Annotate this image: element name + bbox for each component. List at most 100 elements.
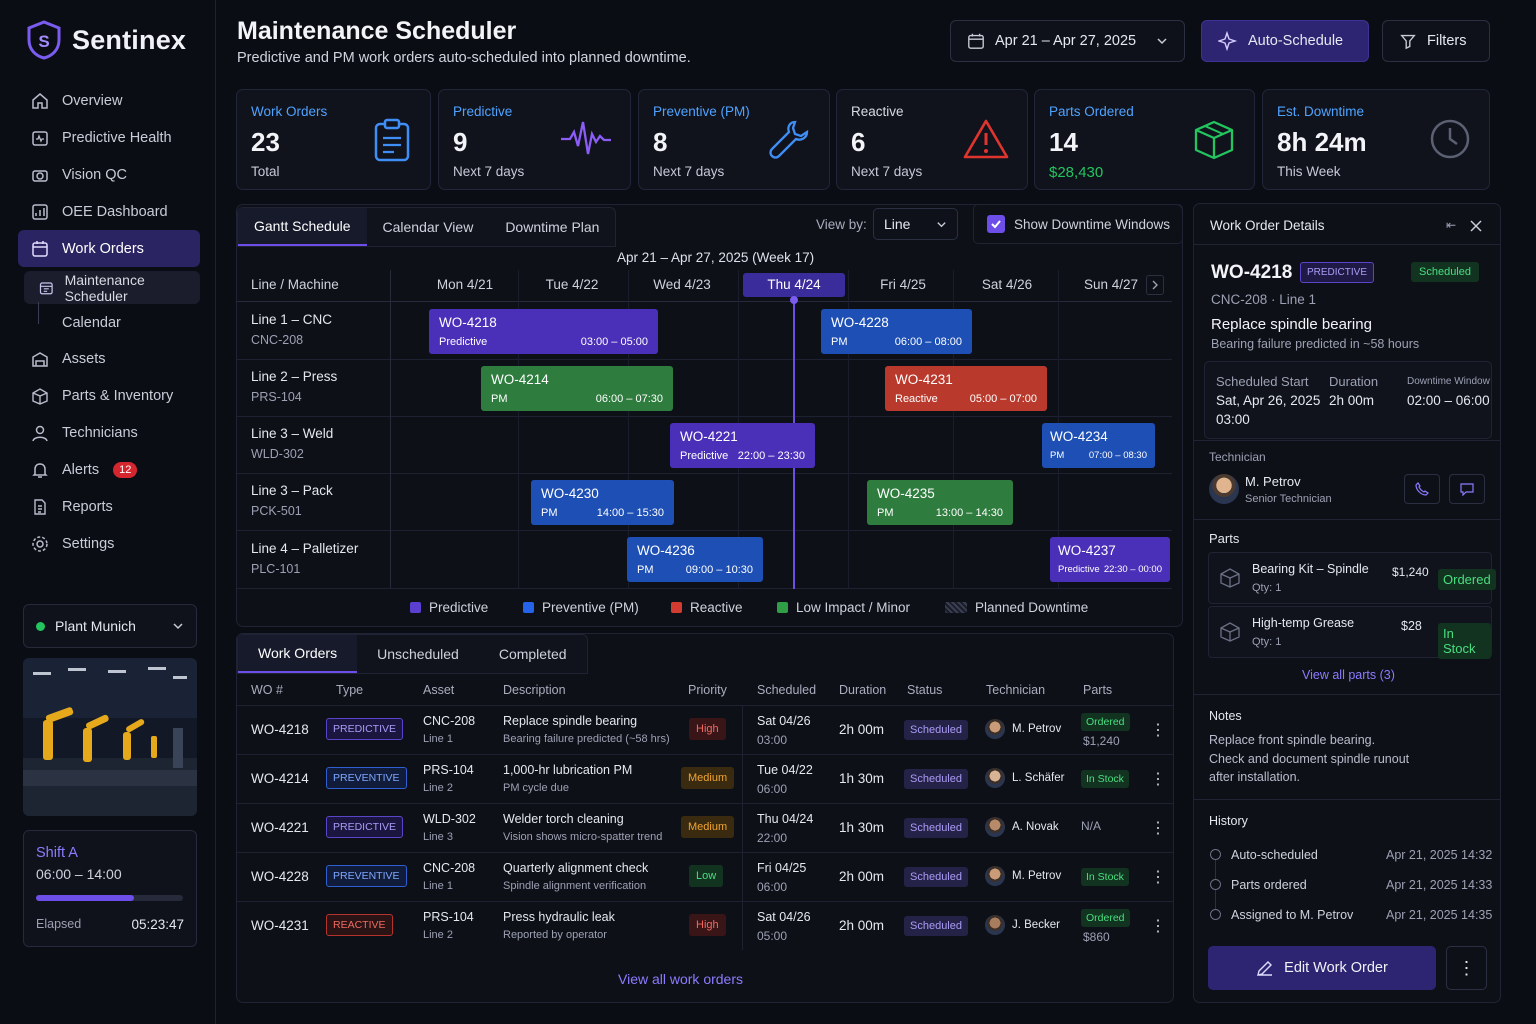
kpi-parts-ordered[interactable]: Parts Ordered 14 $28,430 [1034,89,1255,190]
table-row[interactable] [237,901,1173,950]
nav-vision-qc[interactable]: Vision QC [18,156,200,193]
asset-cell: WLD-302 Line 3 [423,812,476,843]
part-item[interactable]: Bearing Kit – Spindle Qty: 1 $1,240 Orde… [1208,552,1496,604]
col-priority[interactable]: Priority [688,683,727,697]
nav-calendar[interactable]: Calendar [18,302,200,340]
call-technician-button[interactable] [1404,474,1440,504]
gantt-bar-wo-4237[interactable]: WO-4237 Predictive 22:30 – 00:00 [1050,537,1170,582]
next-week-button[interactable] [1146,275,1164,295]
row-more-icon[interactable]: ⋮ [1150,722,1166,739]
tab-work-orders[interactable]: Work Orders [238,635,358,673]
gantt-bar-wo-4234[interactable]: WO-4234 PM 07:00 – 08:30 [1042,423,1155,468]
checkbox-checked[interactable] [987,215,1005,233]
kpi-preventive[interactable]: Preventive (PM) 8 Next 7 days [638,89,830,190]
table-row[interactable] [237,754,1173,803]
nav-work-orders[interactable]: Work Orders [18,230,200,267]
kpi-est-downtime[interactable]: Est. Downtime 8h 24m This Week [1262,89,1490,190]
kpi-work-orders[interactable]: Work Orders 23 Total [236,89,431,190]
view-all-work-orders-link[interactable]: View all work orders [618,971,744,987]
duration-cell: 2h 00m [839,869,885,884]
legend-low-impact: Low Impact / Minor [777,600,910,615]
parts-cost: $860 [1083,930,1110,944]
plant-selector[interactable]: Plant Munich [23,604,197,648]
nav-technicians[interactable]: Technicians [18,414,200,451]
kpi-reactive[interactable]: Reactive 6 Next 7 days [836,89,1028,190]
gantt-bar-wo-4230[interactable]: WO-4230 PM 14:00 – 15:30 [531,480,674,525]
col-description[interactable]: Description [503,683,566,697]
nav-maintenance-scheduler[interactable]: Maintenance Scheduler [24,271,200,304]
row-more-icon[interactable]: ⋮ [1150,869,1166,886]
edit-work-order-button[interactable]: Edit Work Order [1208,946,1436,990]
col-duration[interactable]: Duration [839,683,887,697]
nav-assets[interactable]: Assets [18,340,200,377]
elapsed-label: Elapsed [36,917,82,931]
row-more-icon[interactable]: ⋮ [1150,918,1166,935]
part-item[interactable]: High-temp Grease Qty: 1 $28 In Stock [1208,606,1492,659]
tab-completed[interactable]: Completed [498,646,567,662]
schedule-info-box [1204,361,1492,439]
kpi-label: Preventive (PM) [653,104,750,119]
auto-schedule-button[interactable]: Auto-Schedule [1201,20,1369,62]
gantt-bar-wo-4221[interactable]: WO-4221 Predictive 22:00 – 23:30 [670,423,815,468]
view-by-value: Line [884,216,911,232]
tab-calendar-view[interactable]: Calendar View [382,219,474,235]
collapse-icon[interactable]: ⇤ [1446,218,1457,232]
asset-cell: CNC-208 Line 1 [423,861,476,892]
filters-button[interactable]: Filters [1382,20,1490,62]
details-type-badge: PREDICTIVE [1300,262,1375,283]
kpi-value: 23 [251,127,280,157]
col-status[interactable]: Status [907,683,943,697]
nav-reports[interactable]: Reports [18,488,200,525]
nav-label: Assets [62,350,106,367]
schedule-tabs: Gantt Schedule Calendar View Downtime Pl… [237,207,617,247]
wo-number[interactable]: WO-4231 [251,918,309,933]
date-range-picker[interactable]: Apr 21 – Apr 27, 2025 [950,20,1185,62]
calendar-icon [32,240,48,257]
nav-oee-dashboard[interactable]: OEE Dashboard [18,193,200,230]
col-technician[interactable]: Technician [986,683,1046,697]
nav-alerts[interactable]: Alerts 12 [18,451,200,488]
close-icon[interactable] [1470,220,1482,232]
nav-settings[interactable]: Settings [18,525,200,562]
gantt-bar-wo-4231[interactable]: WO-4231 Reactive 05:00 – 07:00 [885,366,1047,411]
gantt-bar-wo-4214[interactable]: WO-4214 PM 06:00 – 07:30 [481,366,673,411]
legend-preventive: Preventive (PM) [523,600,639,615]
priority-badge: High [689,914,726,936]
wo-number[interactable]: WO-4221 [251,820,309,835]
show-downtime-toggle[interactable]: Show Downtime Windows [973,204,1183,244]
col-type[interactable]: Type [336,683,364,697]
row-more-icon[interactable]: ⋮ [1150,771,1166,788]
message-technician-button[interactable] [1449,474,1485,504]
table-row[interactable] [237,852,1173,901]
day-header-thu-today[interactable]: Thu 4/24 [743,273,845,297]
gantt-bar-wo-4235[interactable]: WO-4235 PM 13:00 – 14:30 [867,480,1013,525]
wo-number[interactable]: WO-4228 [251,869,309,884]
parts-cost: $1,240 [1083,734,1120,748]
col-wo[interactable]: WO # [251,683,283,697]
wo-number[interactable]: WO-4214 [251,771,309,786]
wo-number[interactable]: WO-4218 [251,722,309,737]
row-more-icon[interactable]: ⋮ [1150,820,1166,837]
kpi-predictive[interactable]: Predictive 9 Next 7 days [438,89,631,190]
col-scheduled[interactable]: Scheduled [757,683,817,697]
calendar-icon [968,33,984,49]
table-row[interactable] [237,705,1173,754]
gantt-bar-wo-4228[interactable]: WO-4228 PM 06:00 – 08:00 [821,309,972,354]
tab-downtime-plan[interactable]: Downtime Plan [505,219,600,235]
col-asset[interactable]: Asset [423,683,455,697]
view-by-select[interactable]: Line [873,208,958,240]
nav-overview[interactable]: Overview [18,82,200,119]
nav-predictive-health[interactable]: Predictive Health [18,119,200,156]
view-all-parts-link[interactable]: View all parts (3) [1302,668,1395,682]
status-badge: Scheduled [904,818,968,838]
col-parts[interactable]: Parts [1083,683,1113,697]
type-badge: PREDICTIVE [326,718,404,740]
table-row[interactable] [237,803,1173,852]
tab-unscheduled[interactable]: Unscheduled [377,646,459,662]
nav-parts-inventory[interactable]: Parts & Inventory [18,377,200,414]
gantt-bar-wo-4236[interactable]: WO-4236 PM 09:00 – 10:30 [627,537,763,582]
more-actions-button[interactable]: ⋮ [1446,946,1487,990]
gantt-bar-wo-4218[interactable]: WO-4218 Predictive 03:00 – 05:00 [429,309,658,354]
details-wo-number: WO-4218 [1211,262,1293,283]
tab-gantt-schedule[interactable]: Gantt Schedule [238,208,367,246]
